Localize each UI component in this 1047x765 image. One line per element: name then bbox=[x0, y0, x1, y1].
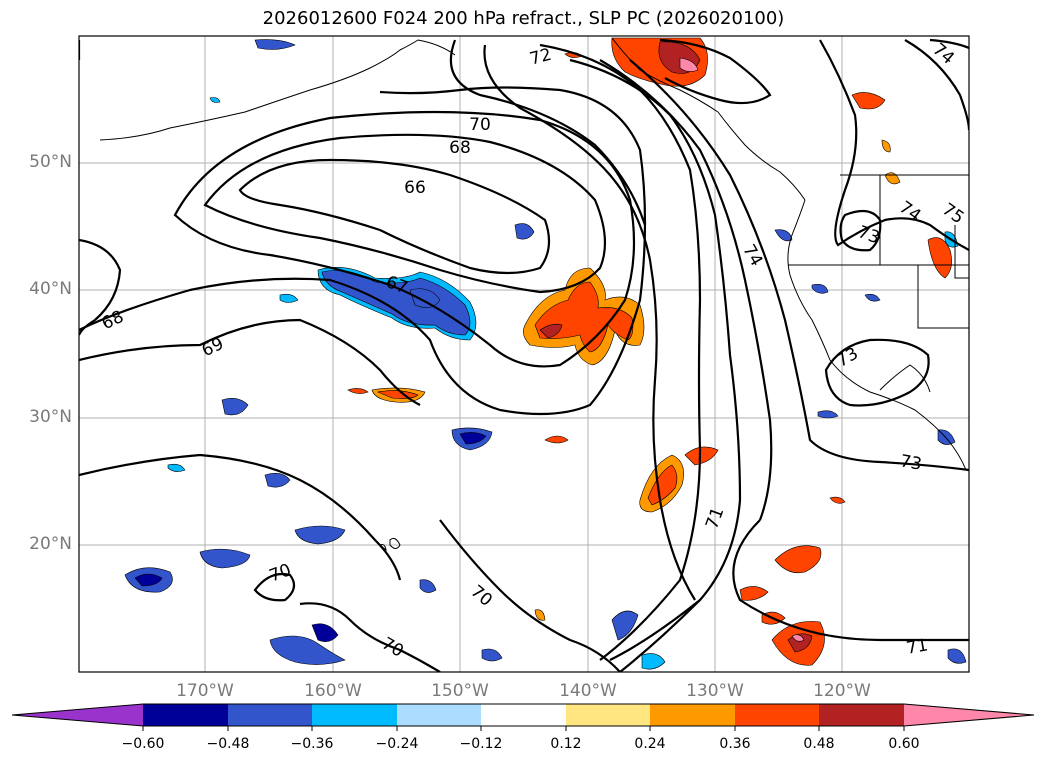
colorbar-segment bbox=[650, 704, 735, 726]
contour-label: 73 bbox=[898, 451, 923, 474]
colorbar-tick-label: 0.24 bbox=[634, 736, 666, 752]
lon-label: 140°W bbox=[559, 681, 617, 701]
colorbar-segment bbox=[481, 704, 566, 726]
colorbar-tick-label: −0.36 bbox=[290, 736, 334, 752]
contour-label: 66 bbox=[404, 178, 426, 198]
lat-label: 50°N bbox=[29, 152, 72, 172]
colorbar-tick-label: 0.60 bbox=[888, 736, 920, 752]
colorbar-segment bbox=[904, 704, 1034, 726]
colorbar-tick-label: −0.24 bbox=[375, 736, 419, 752]
lon-label: 150°W bbox=[431, 681, 489, 701]
colorbar-tick-label: 0.48 bbox=[803, 736, 835, 752]
colorbar-tick-label: −0.12 bbox=[459, 736, 503, 752]
colorbar-segment bbox=[312, 704, 397, 726]
colorbar-tick-label: 0.12 bbox=[550, 736, 582, 752]
colorbar-segment bbox=[397, 704, 481, 726]
map-frame bbox=[78, 35, 970, 673]
negative-anomaly-shading bbox=[124, 39, 967, 670]
colorbar-tick-label: 0.36 bbox=[719, 736, 751, 752]
colorbar-segment bbox=[143, 704, 228, 726]
lat-label: 30°N bbox=[29, 407, 72, 427]
lon-label: 170°W bbox=[176, 681, 234, 701]
colorbar-segment bbox=[735, 704, 819, 726]
positive-anomaly-shading bbox=[347, 37, 952, 666]
lon-label: 120°W bbox=[813, 681, 871, 701]
map-title: 2026012600 F024 200 hPa refract., SLP PC… bbox=[262, 8, 785, 29]
colorbar-tick-label: −0.48 bbox=[206, 736, 250, 752]
lat-label: 20°N bbox=[29, 534, 72, 554]
colorbar bbox=[11, 703, 1035, 731]
lat-label: 40°N bbox=[29, 279, 72, 299]
slp-contours bbox=[79, 38, 969, 672]
colorbar-segment bbox=[228, 704, 312, 726]
colorbar-segment bbox=[12, 704, 143, 726]
contour-label: 70 bbox=[469, 115, 491, 135]
colorbar-segment bbox=[819, 704, 904, 726]
colorbar-tick-label: −0.60 bbox=[121, 736, 165, 752]
coastlines bbox=[99, 37, 969, 552]
lon-label: 160°W bbox=[304, 681, 362, 701]
colorbar-segment bbox=[566, 704, 650, 726]
contour-label: 71 bbox=[905, 635, 930, 658]
contour-label: 68 bbox=[449, 138, 471, 158]
lon-label: 130°W bbox=[686, 681, 744, 701]
